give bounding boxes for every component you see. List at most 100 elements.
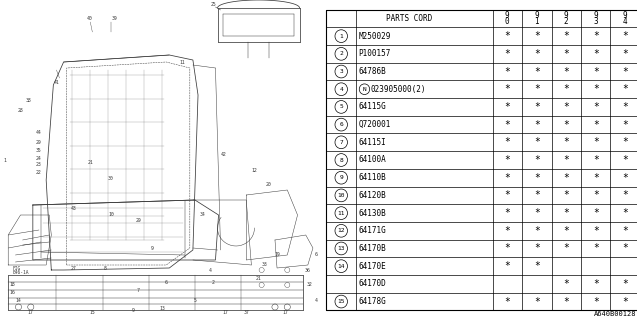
Text: *: * [622, 155, 628, 165]
Text: *: * [563, 67, 569, 76]
Text: PARTS CORD: PARTS CORD [387, 14, 433, 23]
Text: *: * [593, 137, 598, 147]
Text: 64178G: 64178G [358, 297, 387, 306]
Text: *: * [534, 261, 540, 271]
Text: 6: 6 [339, 122, 343, 127]
Text: 023905000(2): 023905000(2) [371, 85, 426, 94]
Text: *: * [504, 244, 510, 253]
Text: 38: 38 [26, 98, 31, 102]
Text: 18: 18 [10, 283, 15, 287]
Text: 1: 1 [4, 157, 6, 163]
Text: *: * [563, 279, 569, 289]
Text: 35: 35 [36, 148, 42, 153]
Text: *: * [534, 244, 540, 253]
Text: 39: 39 [112, 17, 118, 21]
Text: 6: 6 [315, 252, 317, 258]
Text: *: * [593, 155, 598, 165]
Text: *: * [563, 173, 569, 183]
Text: 64115I: 64115I [358, 138, 387, 147]
Text: 37: 37 [243, 309, 249, 315]
Text: 12: 12 [337, 228, 345, 233]
Text: A640B00128: A640B00128 [595, 311, 637, 317]
Text: FIG: FIG [12, 266, 20, 270]
Text: *: * [563, 208, 569, 218]
Text: *: * [504, 120, 510, 130]
Text: *: * [563, 31, 569, 41]
Text: *: * [504, 102, 510, 112]
Text: *: * [622, 279, 628, 289]
Text: 9: 9 [150, 245, 154, 251]
Text: *: * [622, 173, 628, 183]
Text: *: * [504, 261, 510, 271]
Text: 23: 23 [36, 163, 42, 167]
Text: 33: 33 [262, 262, 268, 268]
Text: *: * [593, 120, 598, 130]
Text: 2: 2 [339, 51, 343, 56]
Text: 64120B: 64120B [358, 191, 387, 200]
Text: 4: 4 [315, 298, 317, 302]
Text: *: * [504, 173, 510, 183]
Text: 6: 6 [164, 279, 168, 284]
Text: *: * [563, 120, 569, 130]
Text: 34: 34 [199, 212, 205, 218]
Text: 36: 36 [305, 268, 310, 273]
Text: 64170D: 64170D [358, 279, 387, 288]
Text: 4: 4 [209, 268, 212, 273]
Text: *: * [563, 226, 569, 236]
Text: 64170B: 64170B [358, 244, 387, 253]
Text: 9: 9 [505, 11, 509, 20]
Text: *: * [622, 226, 628, 236]
Text: 13: 13 [337, 246, 345, 251]
Text: *: * [622, 31, 628, 41]
Text: 3: 3 [593, 17, 598, 26]
Text: *: * [622, 102, 628, 112]
Text: 64100A: 64100A [358, 156, 387, 164]
Text: *: * [593, 297, 598, 307]
Text: *: * [593, 67, 598, 76]
Text: 24: 24 [36, 156, 42, 161]
Text: *: * [504, 49, 510, 59]
Text: 9: 9 [564, 11, 568, 20]
Text: 25: 25 [211, 3, 216, 7]
Text: *: * [534, 173, 540, 183]
Text: 13: 13 [159, 306, 165, 310]
Text: N: N [363, 87, 366, 92]
Text: 29: 29 [136, 218, 141, 222]
Text: 10: 10 [337, 193, 345, 198]
Text: *: * [534, 84, 540, 94]
Text: *: * [534, 208, 540, 218]
Text: 44: 44 [36, 130, 42, 134]
Text: 21: 21 [256, 276, 261, 281]
Text: *: * [622, 67, 628, 76]
Text: 9: 9 [534, 11, 539, 20]
Text: *: * [622, 84, 628, 94]
Text: *: * [563, 244, 569, 253]
Text: Q720001: Q720001 [358, 120, 391, 129]
Text: 7: 7 [137, 287, 140, 292]
Text: *: * [622, 137, 628, 147]
Text: 0: 0 [505, 17, 509, 26]
Text: 27: 27 [71, 266, 77, 270]
Text: 10: 10 [108, 212, 114, 218]
Text: *: * [563, 137, 569, 147]
Text: P100157: P100157 [358, 49, 391, 58]
Text: *: * [593, 244, 598, 253]
Text: 8: 8 [339, 157, 343, 163]
Text: *: * [534, 190, 540, 200]
Text: 64786B: 64786B [358, 67, 387, 76]
Text: 64115G: 64115G [358, 102, 387, 111]
Text: *: * [534, 226, 540, 236]
Text: *: * [504, 208, 510, 218]
Text: *: * [622, 208, 628, 218]
Text: *: * [593, 84, 598, 94]
Text: *: * [534, 137, 540, 147]
Text: 17: 17 [28, 309, 34, 315]
Text: 64171G: 64171G [358, 226, 387, 235]
Text: 29: 29 [36, 140, 42, 145]
Text: 12: 12 [252, 167, 257, 172]
Text: 1: 1 [534, 17, 539, 26]
Text: *: * [504, 297, 510, 307]
Text: *: * [593, 190, 598, 200]
Text: 64170E: 64170E [358, 262, 387, 271]
Text: 20: 20 [266, 182, 272, 188]
